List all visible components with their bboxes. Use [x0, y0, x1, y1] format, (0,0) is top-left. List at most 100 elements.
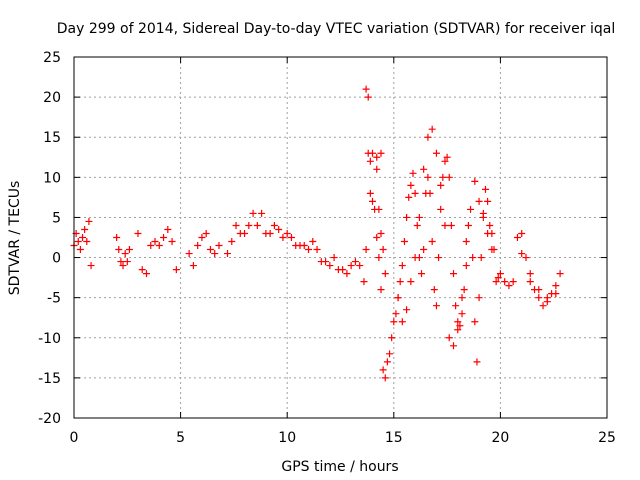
data-point: [253, 221, 261, 229]
data-point: [79, 234, 87, 241]
data-point: [430, 286, 438, 294]
data-point: [462, 262, 470, 270]
data-point: [449, 270, 457, 278]
data-point: [85, 217, 93, 225]
data-point: [496, 270, 504, 278]
x-axis-label: GPS time / hours: [281, 459, 398, 475]
data-point: [403, 213, 411, 221]
data-point: [445, 334, 453, 342]
data-point: [356, 262, 364, 270]
data-point: [377, 149, 385, 157]
data-point: [439, 173, 447, 181]
data-point: [375, 205, 383, 213]
x-tick-label: 0: [70, 430, 79, 446]
data-point: [415, 213, 423, 221]
data-point: [467, 205, 475, 213]
data-point: [556, 270, 564, 278]
data-point: [424, 133, 432, 141]
data-point: [388, 334, 396, 342]
data-point: [313, 246, 321, 254]
data-point: [113, 234, 121, 241]
data-point: [390, 318, 398, 326]
data-point: [552, 290, 560, 298]
data-point: [398, 318, 406, 326]
data-point: [464, 221, 472, 229]
data-point: [420, 165, 428, 173]
data-point: [151, 238, 159, 246]
data-point: [366, 189, 374, 197]
data-point: [447, 221, 455, 229]
data-point: [74, 238, 82, 246]
data-point: [484, 197, 492, 205]
data-point: [494, 274, 502, 282]
y-tick-label: 15: [43, 130, 61, 146]
data-point: [198, 234, 206, 241]
data-point: [543, 294, 551, 302]
data-point: [347, 262, 355, 270]
data-point: [539, 302, 547, 310]
data-point: [513, 234, 521, 241]
data-point: [454, 318, 462, 326]
data-point: [249, 209, 257, 217]
data-point: [142, 270, 150, 278]
data-point: [123, 258, 131, 266]
data-point: [381, 270, 389, 278]
data-point: [138, 266, 146, 274]
data-point: [535, 286, 543, 294]
data-point: [377, 229, 385, 237]
data-point: [366, 157, 374, 165]
data-point: [379, 246, 387, 254]
x-tick-label: 15: [385, 430, 403, 446]
data-point: [215, 242, 223, 250]
data-point: [368, 149, 376, 157]
chart-title: Day 299 of 2014, Sidereal Day-to-day VTE…: [57, 21, 615, 37]
data-point: [364, 93, 372, 101]
data-point: [300, 242, 308, 250]
data-point: [441, 221, 449, 229]
data-point: [432, 149, 440, 157]
data-point: [202, 229, 210, 237]
data-point: [535, 294, 543, 302]
x-tick-label: 5: [176, 430, 185, 446]
data-point: [518, 229, 526, 237]
data-point: [479, 213, 487, 221]
data-point: [76, 246, 84, 254]
data-point: [339, 266, 347, 274]
data-point: [526, 278, 534, 286]
data-point: [360, 278, 368, 286]
data-point: [437, 205, 445, 213]
data-point: [469, 254, 477, 262]
y-tick-label: -5: [47, 291, 61, 307]
data-point: [194, 242, 202, 250]
data-point: [381, 374, 389, 382]
data-point: [83, 238, 91, 246]
data-point: [484, 229, 492, 237]
data-point: [462, 238, 470, 246]
y-tick-label: 20: [43, 90, 61, 106]
y-tick-label: 10: [43, 170, 61, 186]
data-point: [452, 302, 460, 310]
data-point: [134, 229, 142, 237]
data-point: [351, 258, 359, 266]
data-point: [228, 238, 236, 246]
data-point: [362, 85, 370, 93]
x-tick-label: 25: [598, 430, 616, 446]
data-point: [115, 246, 123, 254]
data-point: [428, 125, 436, 133]
data-point: [326, 262, 334, 270]
data-point: [505, 282, 513, 290]
data-point: [424, 173, 432, 181]
data-point: [160, 234, 168, 241]
data-point: [435, 254, 443, 262]
data-point: [275, 225, 283, 233]
data-point: [322, 258, 330, 266]
data-point: [155, 242, 163, 250]
data-point: [245, 221, 253, 229]
grid-lines: [74, 57, 607, 418]
data-point: [428, 238, 436, 246]
data-point: [407, 181, 415, 189]
data-point: [409, 169, 417, 177]
data-point: [309, 238, 317, 246]
data-point: [330, 254, 338, 262]
